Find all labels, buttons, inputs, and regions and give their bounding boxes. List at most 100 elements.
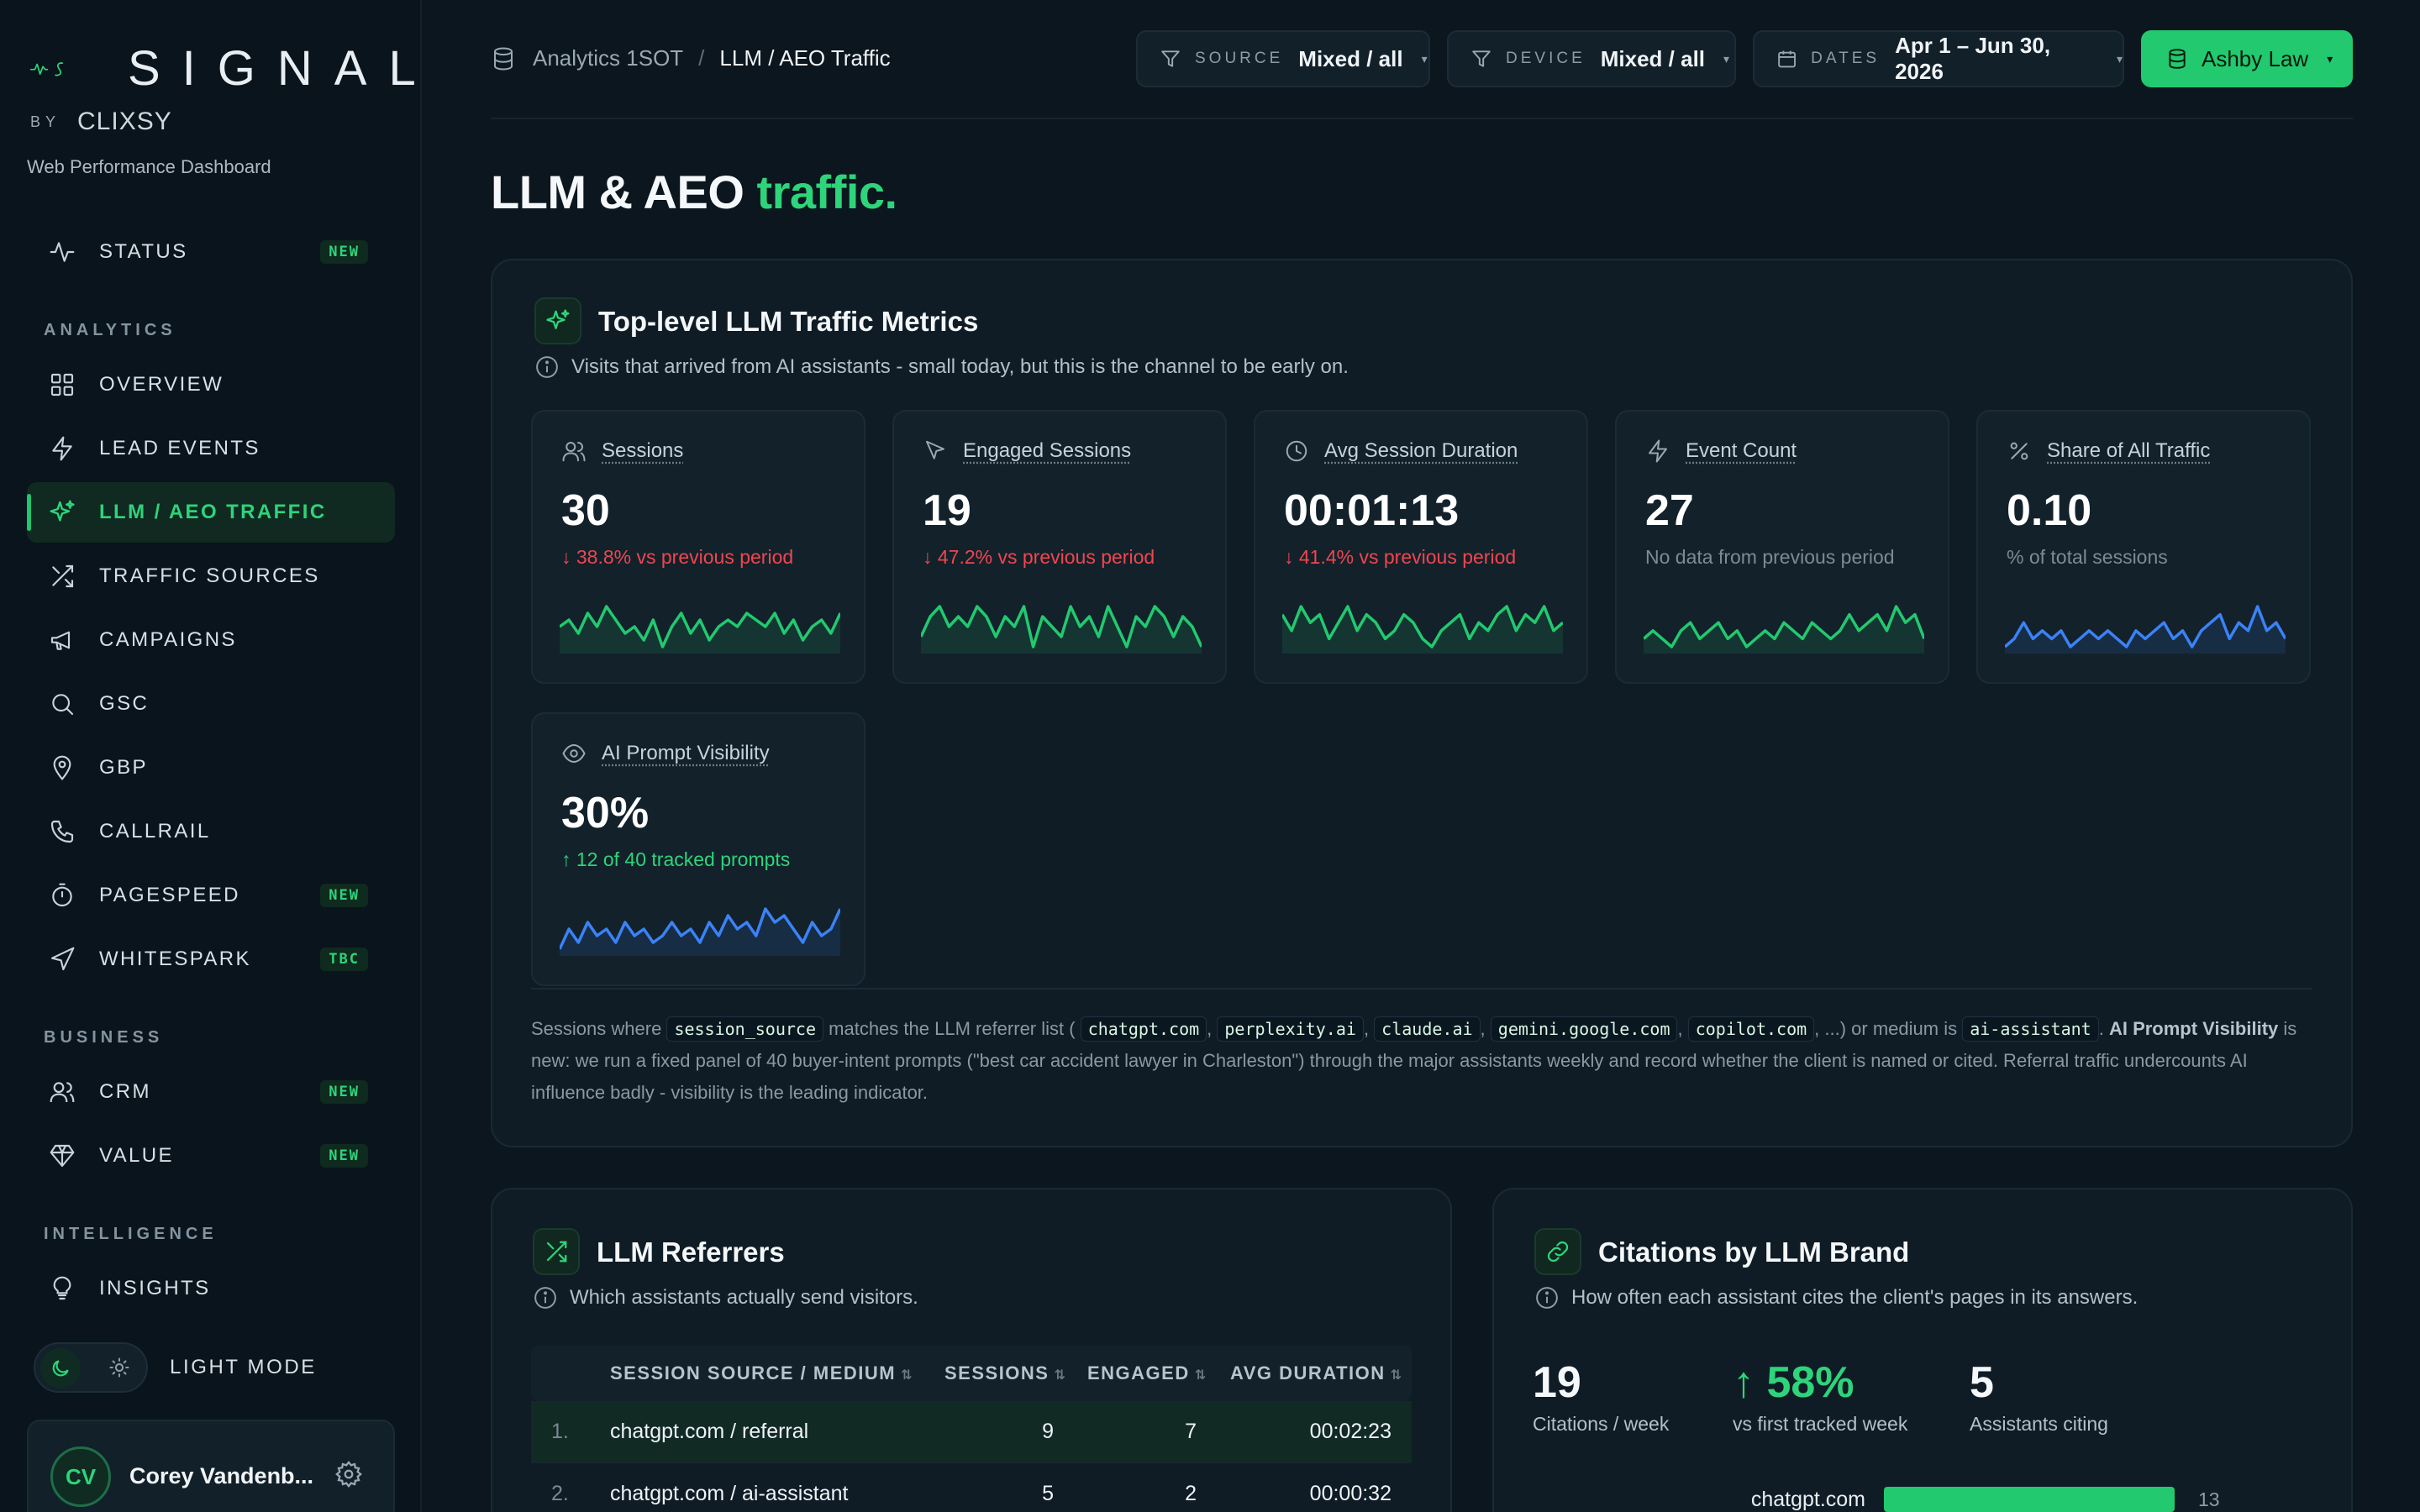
metric-card-ai-prompt-visibility: AI Prompt Visibility 30% ↑ 12 of 40 tracke… bbox=[531, 712, 865, 986]
megaphone-icon bbox=[49, 627, 76, 654]
sidebar-item-label: WHITESPARK bbox=[99, 948, 251, 971]
sidebar-item-label: TRAFFIC SOURCES bbox=[99, 564, 320, 588]
metric-delta: ↓ 38.8% vs previous period bbox=[561, 546, 793, 569]
users-icon bbox=[561, 438, 587, 464]
sidebar-item-status[interactable]: STATUS NEW bbox=[27, 222, 395, 282]
percent-icon bbox=[2007, 438, 2032, 464]
sidebar-item-callrail[interactable]: CALLRAIL bbox=[27, 801, 395, 862]
sidebar-item-value[interactable]: VALUE NEW bbox=[27, 1126, 395, 1186]
sparkline bbox=[1282, 596, 1563, 654]
sidebar-item-label: GBP bbox=[99, 756, 148, 780]
table-row[interactable]: 1. chatgpt.com / referral 9 7 00:02:23 bbox=[531, 1401, 1412, 1463]
sidebar-item-label: LLM / AEO TRAFFIC bbox=[99, 501, 327, 524]
breadcrumb-root[interactable]: Analytics 1SOT bbox=[533, 45, 683, 71]
stat-label: Assistants citing bbox=[1970, 1413, 2108, 1436]
citation-bar bbox=[1884, 1487, 2175, 1512]
metric-label[interactable]: Event Count bbox=[1686, 439, 1797, 463]
panel-title: LLM Referrers bbox=[597, 1236, 785, 1268]
code-claude: claude.ai bbox=[1374, 1016, 1480, 1042]
sort-icon: ⇅ bbox=[1391, 1368, 1403, 1383]
navigation-arrow-icon bbox=[49, 946, 76, 973]
bar-label: chatgpt.com bbox=[1714, 1488, 1865, 1512]
metric-delta: ↓ 41.4% vs previous period bbox=[1284, 546, 1516, 569]
client-selector-button[interactable]: Ashby Law ▾ bbox=[2141, 30, 2353, 87]
gear-icon[interactable] bbox=[334, 1460, 363, 1488]
brand-byline: BY CLIXSY bbox=[30, 108, 172, 136]
device-filter[interactable]: DEVICE Mixed / all ▾ bbox=[1447, 30, 1736, 87]
client-name: Ashby Law bbox=[2202, 46, 2308, 72]
sort-icon: ⇅ bbox=[1054, 1368, 1066, 1383]
sidebar-item-label: OVERVIEW bbox=[99, 373, 224, 396]
page-title-main: LLM & AEO bbox=[491, 165, 744, 218]
row-source: chatgpt.com / referral bbox=[610, 1420, 808, 1444]
theme-toggle[interactable] bbox=[34, 1342, 148, 1393]
sparkline bbox=[2005, 596, 2286, 654]
column-header-source[interactable]: SESSION SOURCE / MEDIUM ⇅ bbox=[610, 1362, 913, 1384]
metric-label[interactable]: Share of All Traffic bbox=[2047, 439, 2210, 463]
sidebar-item-whitespark[interactable]: WHITESPARK TBC bbox=[27, 929, 395, 990]
panel-subtitle-text: Which assistants actually send visitors. bbox=[570, 1286, 918, 1310]
sidebar-item-overview[interactable]: OVERVIEW bbox=[27, 354, 395, 415]
phone-icon bbox=[49, 818, 76, 845]
sidebar-item-gsc[interactable]: GSC bbox=[27, 674, 395, 734]
dates-filter[interactable]: DATES Apr 1 – Jun 30, 2026 ▾ bbox=[1753, 30, 2124, 87]
theme-switcher: LIGHT MODE bbox=[34, 1342, 317, 1393]
table-row[interactable]: 2. chatgpt.com / ai-assistant 5 2 00:00:… bbox=[531, 1463, 1412, 1512]
metric-delta: ↓ 47.2% vs previous period bbox=[923, 546, 1155, 569]
sparkline bbox=[560, 899, 840, 956]
growth-stat: ↑ 58% vs first tracked week bbox=[1733, 1357, 1907, 1436]
lightbulb-icon bbox=[49, 1275, 76, 1302]
sidebar-item-insights[interactable]: INSIGHTS bbox=[27, 1258, 395, 1319]
citation-bar-row: chatgpt.com 13 bbox=[1714, 1487, 2220, 1512]
sidebar-item-crm[interactable]: CRM NEW bbox=[27, 1062, 395, 1122]
column-header-avg-duration[interactable]: AVG DURATION ⇅ bbox=[1230, 1362, 1403, 1384]
info-icon bbox=[533, 1285, 558, 1310]
metric-card-sessions: Sessions 30 ↓ 38.8% vs previous period bbox=[531, 410, 865, 684]
sidebar-item-campaigns[interactable]: CAMPAIGNS bbox=[27, 610, 395, 670]
page-title-accent: traffic. bbox=[756, 165, 897, 218]
row-engaged: 2 bbox=[1185, 1482, 1197, 1506]
stat-value: 19 bbox=[1533, 1357, 1669, 1408]
column-label: SESSION SOURCE / MEDIUM bbox=[610, 1362, 896, 1383]
brand-by: BY bbox=[30, 113, 60, 131]
sparkline bbox=[1644, 596, 1924, 654]
eye-icon bbox=[561, 741, 587, 766]
stat-value: ↑ 58% bbox=[1733, 1357, 1907, 1408]
sidebar-item-label: CRM bbox=[99, 1080, 151, 1104]
code-perplexity: perplexity.ai bbox=[1217, 1016, 1364, 1042]
column-label: AVG DURATION bbox=[1230, 1362, 1386, 1383]
sidebar-item-label: LEAD EVENTS bbox=[99, 437, 260, 460]
row-duration: 00:02:23 bbox=[1310, 1420, 1392, 1444]
referrers-table-header: SESSION SOURCE / MEDIUM ⇅ SESSIONS ⇅ ENGAG… bbox=[531, 1346, 1412, 1401]
sidebar-item-label: INSIGHTS bbox=[99, 1277, 211, 1300]
bar-value: 13 bbox=[2198, 1488, 2220, 1511]
metric-card-share-of-all-traffic: Share of All Traffic 0.10 % of total sessi… bbox=[1976, 410, 2311, 684]
panel-subtitle-text: Visits that arrived from AI assistants -… bbox=[571, 355, 1349, 379]
metric-label[interactable]: Sessions bbox=[602, 439, 683, 463]
sidebar-item-label: PAGESPEED bbox=[99, 884, 240, 907]
sort-icon: ⇅ bbox=[1195, 1368, 1207, 1383]
sidebar-item-pagespeed[interactable]: PAGESPEED NEW bbox=[27, 865, 395, 926]
panel-subtitle: Which assistants actually send visitors. bbox=[533, 1285, 918, 1310]
column-header-sessions[interactable]: SESSIONS ⇅ bbox=[944, 1362, 1066, 1384]
metric-label[interactable]: AI Prompt Visibility bbox=[602, 742, 770, 765]
sidebar-item-label: STATUS bbox=[99, 240, 188, 264]
metric-label[interactable]: Avg Session Duration bbox=[1324, 439, 1518, 463]
section-heading-intelligence: INTELLIGENCE bbox=[44, 1225, 218, 1244]
sidebar-item-traffic-sources[interactable]: TRAFFIC SOURCES bbox=[27, 546, 395, 606]
metric-value: 0.10 bbox=[2007, 486, 2091, 536]
shuffle-icon bbox=[544, 1239, 569, 1264]
user-card[interactable]: CV Corey Vandenb... bbox=[27, 1420, 395, 1512]
page-title: LLM & AEO traffic. bbox=[491, 165, 897, 219]
sidebar-item-lead-events[interactable]: LEAD EVENTS bbox=[27, 418, 395, 479]
metrics-footnote: Sessions where session_source matches th… bbox=[531, 1013, 2316, 1109]
column-header-engaged[interactable]: ENGAGED ⇅ bbox=[1087, 1362, 1207, 1384]
sun-icon bbox=[108, 1356, 131, 1379]
header-divider bbox=[491, 118, 2353, 119]
metric-label[interactable]: Engaged Sessions bbox=[963, 439, 1131, 463]
source-filter[interactable]: SOURCE Mixed / all ▾ bbox=[1136, 30, 1430, 87]
sidebar-item-gbp[interactable]: GBP bbox=[27, 738, 395, 798]
sidebar-item-llm-aeo-traffic[interactable]: LLM / AEO TRAFFIC bbox=[27, 482, 395, 543]
metric-card-head: Event Count bbox=[1645, 438, 1797, 464]
moon-knob bbox=[40, 1348, 81, 1389]
